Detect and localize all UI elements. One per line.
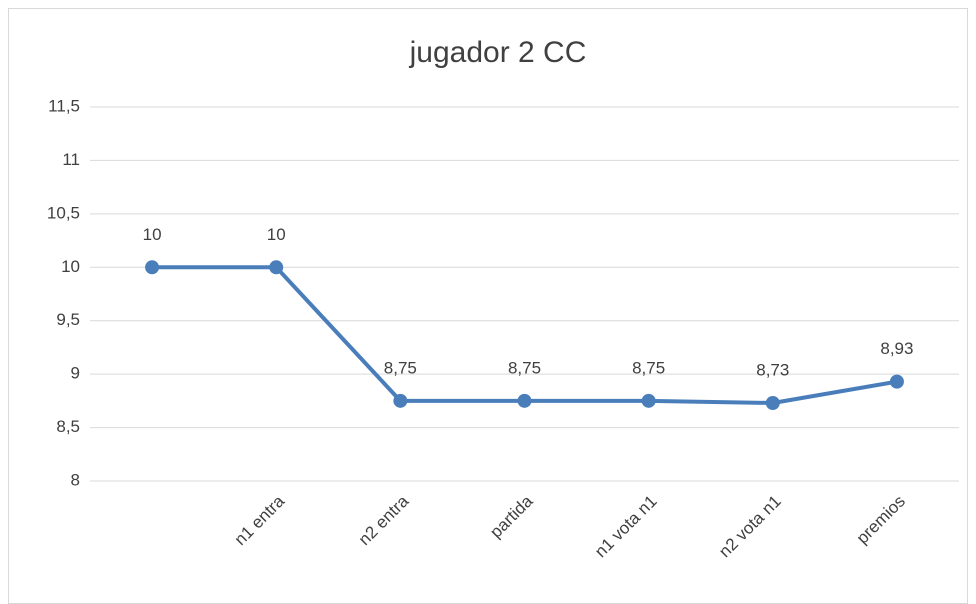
data-point (145, 260, 160, 275)
y-tick-label: 8,5 (56, 417, 80, 436)
data-point (393, 393, 408, 408)
data-label: 10 (143, 225, 162, 244)
y-tick-label: 9,5 (56, 310, 80, 329)
data-label: 10 (267, 225, 286, 244)
data-point (765, 395, 780, 410)
y-tick-label: 8 (71, 470, 80, 489)
data-label: 8,75 (632, 358, 665, 377)
y-tick-label: 9 (71, 364, 80, 383)
data-point (517, 393, 532, 408)
chart-frame (8, 8, 968, 604)
data-point (641, 393, 656, 408)
data-point (889, 374, 904, 389)
y-tick-label: 10 (61, 257, 80, 276)
data-label: 8,75 (384, 358, 417, 377)
y-tick-label: 11,5 (48, 96, 80, 115)
data-label: 8,93 (880, 339, 913, 358)
data-label: 8,75 (508, 358, 541, 377)
data-point (269, 260, 284, 275)
data-label: 8,73 (756, 360, 789, 379)
y-tick-label: 10,5 (47, 203, 80, 222)
y-tick-label: 11 (62, 150, 80, 169)
chart-title: jugador 2 CC (409, 36, 587, 69)
